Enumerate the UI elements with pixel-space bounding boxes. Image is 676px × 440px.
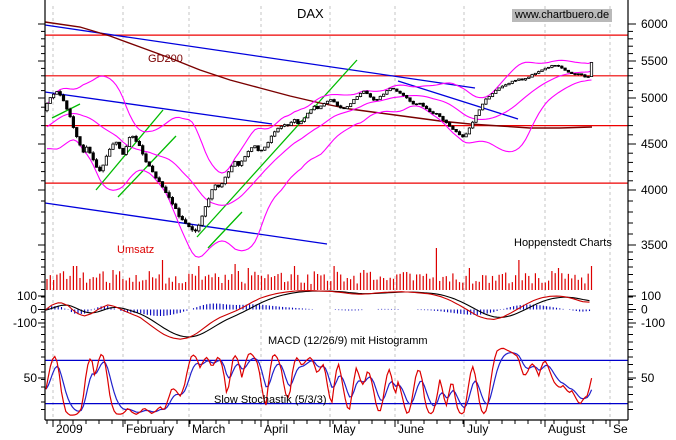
svg-text:February: February bbox=[126, 422, 174, 436]
gd200-line bbox=[44, 21, 593, 129]
svg-text:100: 100 bbox=[17, 289, 37, 303]
svg-text:June: June bbox=[398, 422, 424, 436]
svg-text:5000: 5000 bbox=[641, 91, 668, 105]
stochastic-panel bbox=[45, 347, 628, 416]
gd200-label: GD200 bbox=[148, 53, 183, 65]
svg-text:-100: -100 bbox=[641, 316, 665, 330]
svg-text:March: March bbox=[192, 422, 225, 436]
watermark-chartbuero: www.chartbuero.de bbox=[512, 9, 613, 22]
hoppenstedt-label: Hoppenstedt Charts bbox=[514, 237, 612, 249]
chart-title: DAX bbox=[297, 6, 324, 21]
candlesticks bbox=[45, 62, 594, 233]
svg-text:3500: 3500 bbox=[641, 238, 668, 252]
svg-text:0: 0 bbox=[30, 303, 37, 317]
volume-bars bbox=[46, 248, 593, 290]
horizontal-levels bbox=[45, 34, 628, 184]
svg-text:4500: 4500 bbox=[641, 137, 668, 151]
svg-text:0: 0 bbox=[641, 303, 648, 317]
svg-text:50: 50 bbox=[24, 371, 38, 385]
svg-text:4000: 4000 bbox=[641, 183, 668, 197]
trendlines bbox=[44, 24, 519, 249]
svg-text:100: 100 bbox=[641, 289, 661, 303]
bollinger-bands bbox=[46, 59, 592, 258]
axis-labels: 60005500500045004000350010010000-100-100… bbox=[13, 17, 668, 436]
svg-text:May: May bbox=[333, 422, 356, 436]
svg-text:5500: 5500 bbox=[641, 54, 668, 68]
svg-text:-100: -100 bbox=[13, 316, 37, 330]
macd-panel bbox=[44, 290, 591, 340]
svg-text:6000: 6000 bbox=[641, 17, 668, 31]
volume-umsatz-label: Umsatz bbox=[117, 244, 155, 256]
svg-text:July: July bbox=[467, 422, 488, 436]
svg-text:2009: 2009 bbox=[56, 422, 83, 436]
svg-text:Se: Se bbox=[613, 422, 628, 436]
stochastic-label: Slow Stochastik (5/3/3) bbox=[214, 394, 327, 406]
svg-text:August: August bbox=[548, 422, 586, 436]
svg-text:50: 50 bbox=[641, 371, 655, 385]
axes bbox=[38, 0, 636, 427]
svg-text:April: April bbox=[264, 422, 288, 436]
macd-indicator-label: MACD (12/26/9) mit Histogramm bbox=[268, 335, 428, 347]
month-gridlines bbox=[52, 6, 611, 418]
